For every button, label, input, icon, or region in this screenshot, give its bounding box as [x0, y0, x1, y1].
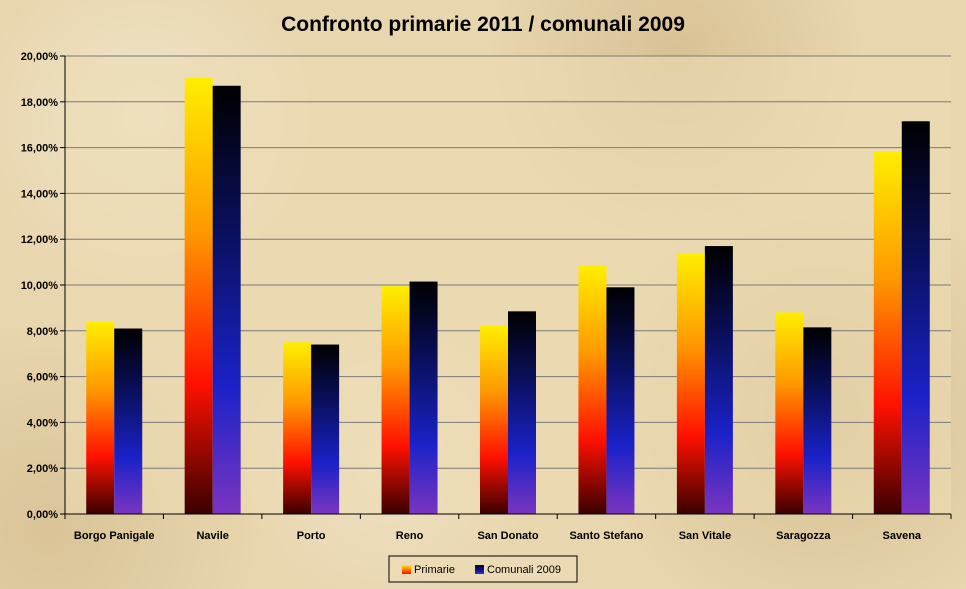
y-tick-label: 8,00% [27, 326, 58, 338]
y-tick-label: 0,00% [27, 509, 58, 521]
bar-comunali [311, 344, 340, 514]
bar-primarie [381, 286, 410, 514]
axes [64, 56, 952, 519]
y-tick-label: 16,00% [21, 143, 59, 155]
bar-primarie [184, 77, 213, 514]
bar-comunali [606, 287, 635, 514]
bar-comunali [704, 246, 733, 514]
y-tick-label: 18,00% [21, 97, 59, 109]
y-tick-label: 12,00% [21, 234, 59, 246]
x-category-label: Savena [883, 530, 922, 542]
legend-label-comunali: Comunali 2009 [487, 564, 561, 576]
x-category-label: Borgo Panigale [74, 530, 155, 542]
y-axis-tick-labels: 0,00% 2,00% 4,00% 6,00% 8,00% 10,00% 12,00% 14,… [21, 51, 65, 521]
bar-primarie [775, 312, 804, 514]
x-category-label: Reno [396, 530, 424, 542]
chart-title: Confronto primarie 2011 / comunali 2009 [281, 13, 685, 36]
bar-primarie [676, 252, 705, 514]
x-category-label: Navile [196, 530, 228, 542]
bar-comunali [212, 85, 241, 515]
y-tick-label: 4,00% [27, 417, 58, 429]
y-tick-label: 6,00% [27, 372, 58, 384]
x-category-label: Saragozza [776, 530, 831, 542]
bar-comunali [114, 328, 143, 514]
bars [86, 77, 930, 515]
bar-primarie [86, 321, 115, 514]
x-category-label: San Donato [477, 530, 538, 542]
x-category-label: Porto [297, 530, 326, 542]
y-tick-label: 20,00% [21, 51, 59, 63]
legend-swatch-comunali [475, 565, 484, 574]
legend-label-primarie: Primarie [414, 564, 455, 576]
bar-comunali [508, 311, 536, 514]
x-axis-category-labels: Borgo Panigale Navile Porto Reno San Donato S… [74, 530, 922, 542]
bar-primarie [480, 325, 508, 514]
legend-swatch-primarie [402, 565, 411, 574]
legend: Primarie Comunali 2009 [388, 555, 578, 583]
bar-comunali [409, 281, 438, 514]
x-category-label: San Vitale [679, 530, 731, 542]
bar-primarie [578, 265, 607, 514]
bar-comunali [803, 327, 832, 514]
bar-comunali [901, 121, 930, 514]
bar-primarie [283, 342, 312, 514]
bar-primarie [873, 151, 902, 514]
y-tick-label: 10,00% [21, 280, 59, 292]
y-tick-label: 2,00% [27, 463, 58, 475]
y-tick-label: 14,00% [21, 188, 59, 200]
x-category-label: Santo Stefano [569, 530, 643, 542]
